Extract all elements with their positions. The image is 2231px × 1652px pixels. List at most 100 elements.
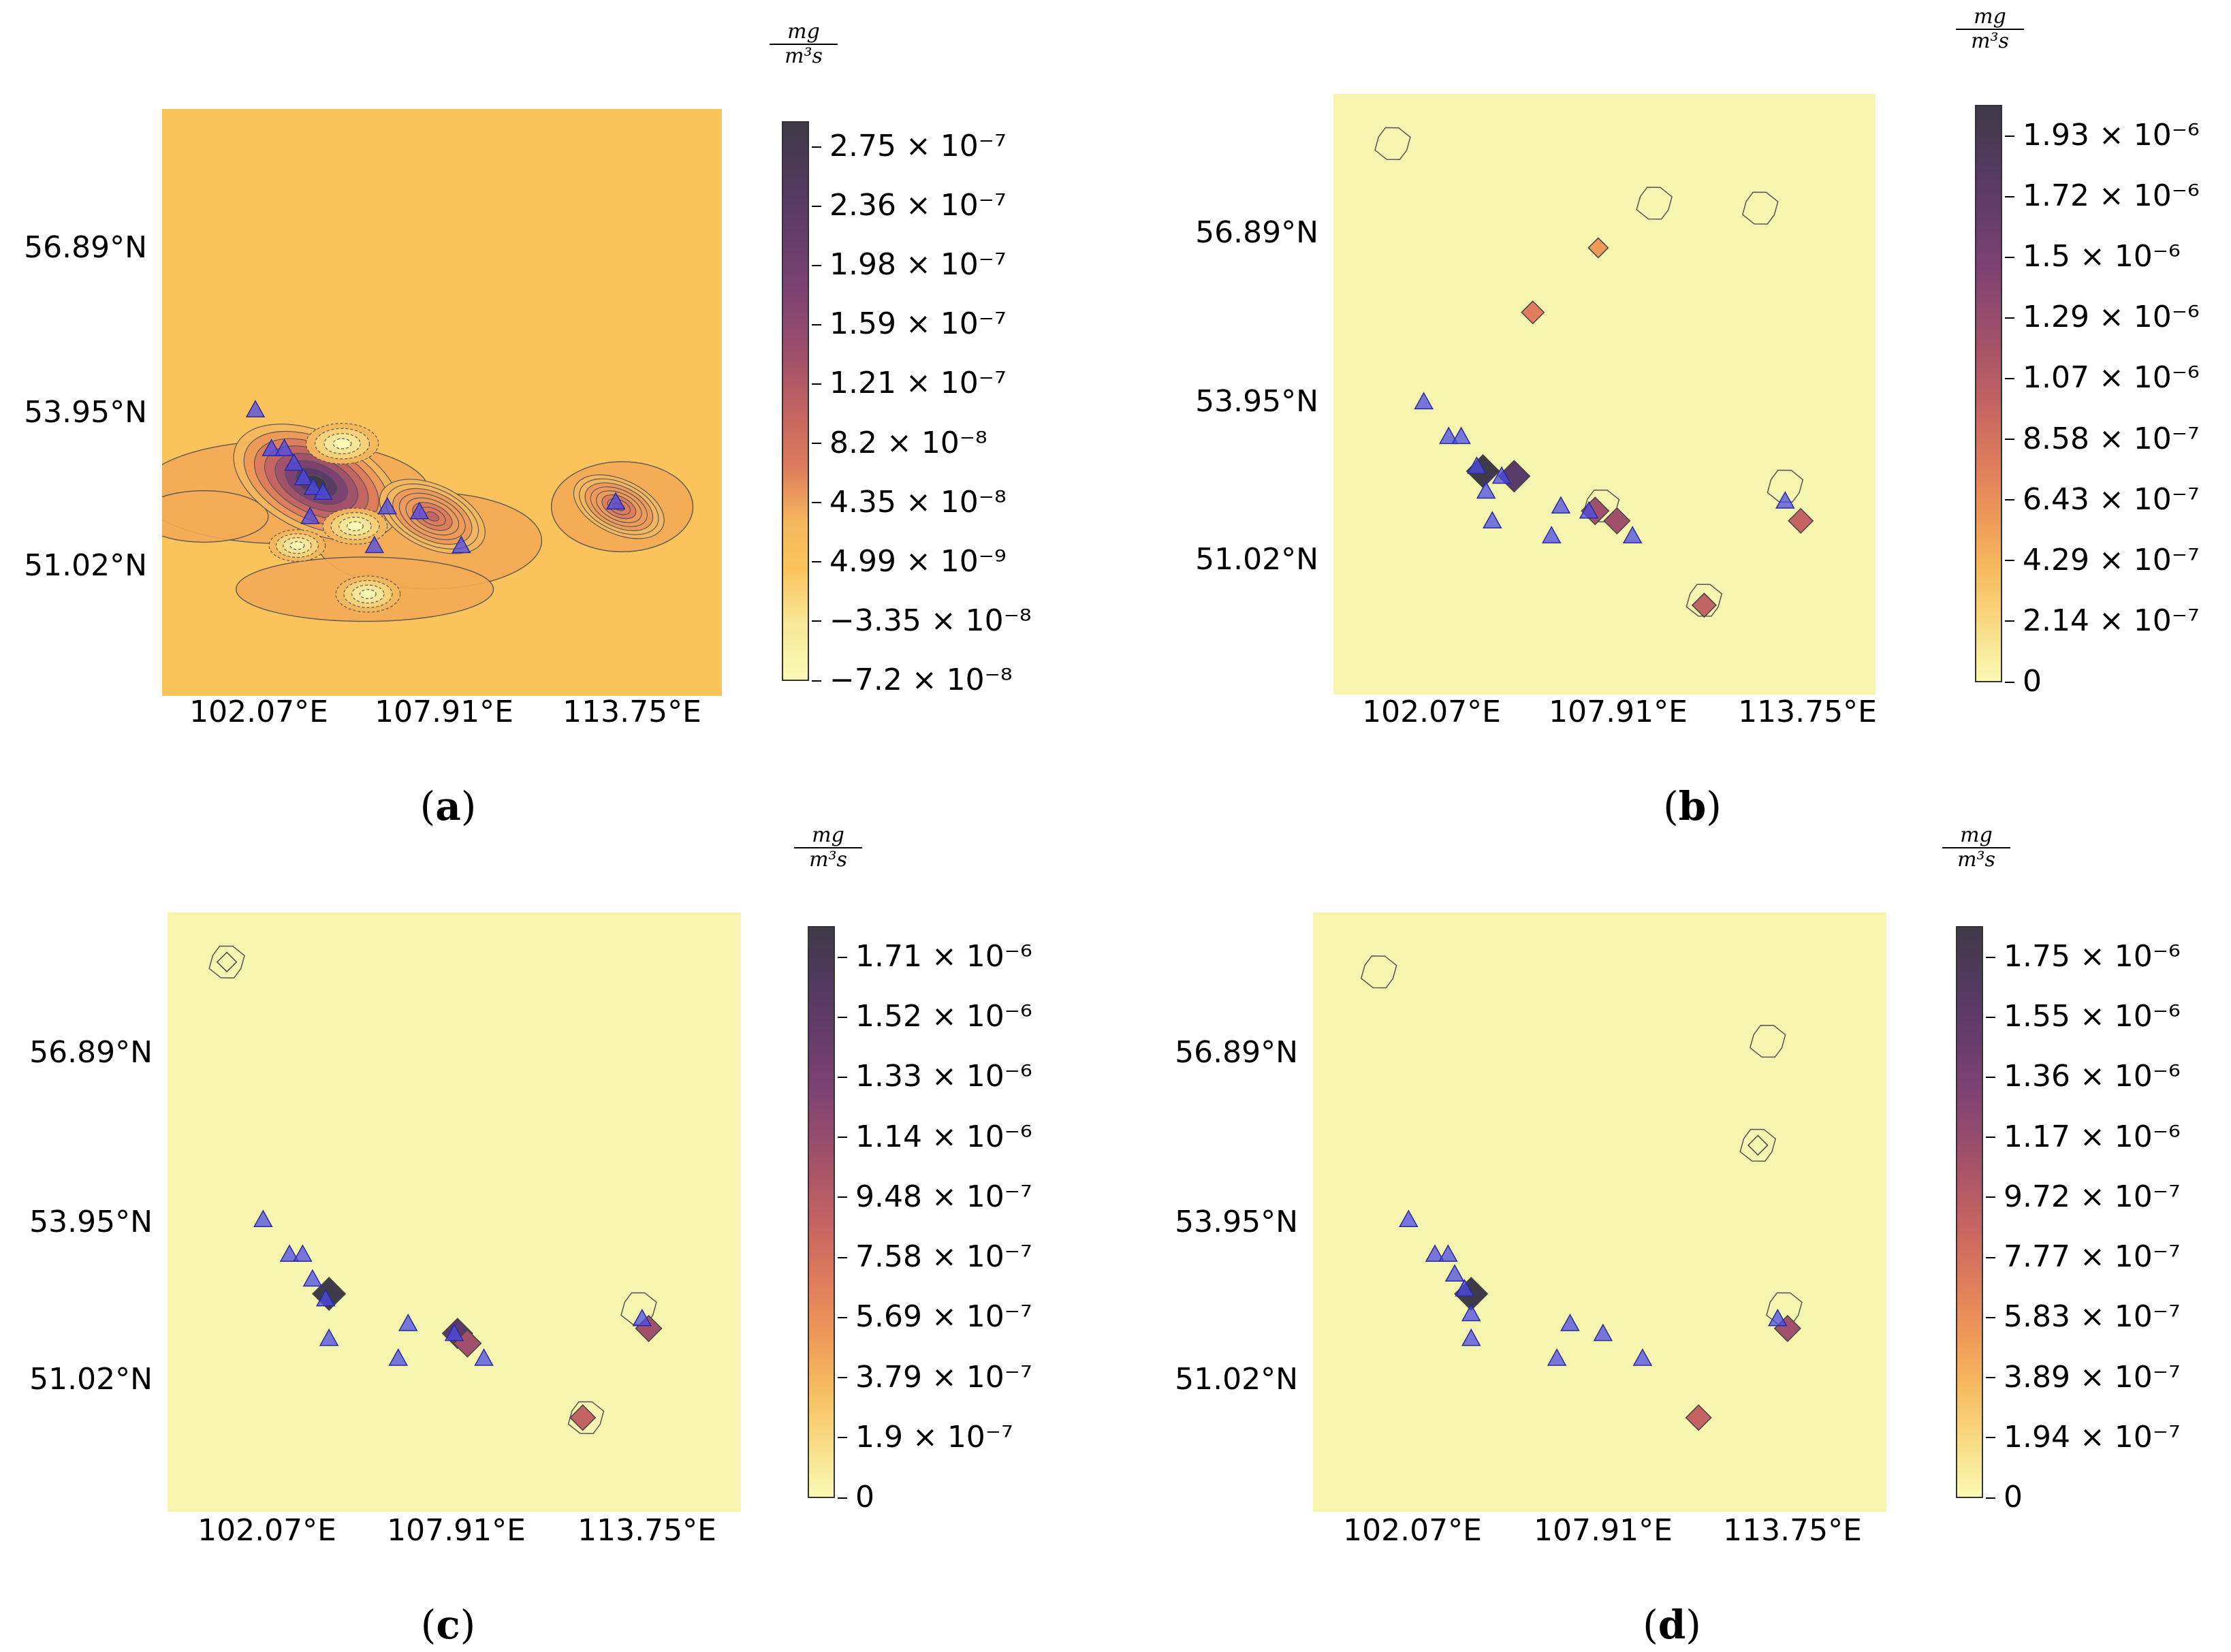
colorbar-tick-label: 0 <box>838 1480 874 1514</box>
colorbar-tick-label: 3.89 × 10⁻⁷ <box>1986 1359 2181 1395</box>
colorbar-tick-label: 1.17 × 10⁻⁶ <box>1986 1119 2181 1154</box>
lat-tick-label: 51.02°N <box>29 1362 153 1397</box>
station-marker <box>1768 1308 1788 1327</box>
emission-hotspot <box>1587 237 1609 259</box>
unit-denominator: m³s <box>785 44 823 68</box>
colorbar-tick-label: 1.07 × 10⁻⁶ <box>2005 360 2200 396</box>
station-marker <box>474 1348 494 1366</box>
lat-tick-label: 56.89°N <box>1195 215 1318 250</box>
panel-caption: (b) <box>1663 783 1722 829</box>
station-marker <box>1491 466 1512 484</box>
lon-tick-label: 113.75°E <box>1738 695 1877 729</box>
colorbar <box>1956 926 1983 1498</box>
panel-letter: c <box>436 1602 460 1648</box>
station-marker <box>377 496 397 515</box>
lat-tick-label: 51.02°N <box>24 548 147 583</box>
unit-numerator: mg <box>1942 824 2010 848</box>
colorbar-tick-label: 5.69 × 10⁻⁷ <box>838 1299 1032 1335</box>
contour-outline <box>1741 191 1779 225</box>
colorbar-tick-label: 9.48 × 10⁻⁷ <box>838 1179 1032 1214</box>
station-marker <box>293 1244 313 1262</box>
lon-tick-label: 102.07°E <box>197 1513 336 1548</box>
colorbar-tick-label: 1.33 × 10⁻⁶ <box>838 1059 1032 1094</box>
station-marker <box>1461 1303 1481 1322</box>
lat-tick-label: 56.89°N <box>29 1035 153 1070</box>
emission-hotspot <box>1685 1404 1712 1431</box>
cold-contour <box>289 541 305 550</box>
map-b <box>1333 94 1876 695</box>
colorbar-unit: mg m³s <box>794 824 862 872</box>
lat-tick-label: 53.95°N <box>1195 384 1318 419</box>
colorbar-tick-label: 1.98 × 10⁻⁷ <box>812 247 1007 283</box>
station-marker <box>1579 501 1599 519</box>
cold-contour <box>359 589 377 599</box>
colorbar-tick-label: 7.58 × 10⁻⁷ <box>838 1239 1032 1275</box>
station-marker <box>1547 1348 1567 1366</box>
colorbar-tick-label: 1.71 × 10⁻⁶ <box>838 939 1032 974</box>
station-marker <box>632 1308 652 1327</box>
emission-hotspot <box>1747 1134 1769 1156</box>
colorbar-unit: mg m³s <box>1956 5 2024 53</box>
station-marker <box>1451 426 1471 445</box>
lon-tick-label: 107.91°E <box>375 695 513 729</box>
colorbar-tick-label: 1.75 × 10⁻⁶ <box>1986 939 2181 974</box>
panel-caption: (d) <box>1643 1602 1701 1648</box>
colorbar-tick-label: 1.9 × 10⁻⁷ <box>838 1419 1013 1455</box>
colorbar-tick-label: 4.29 × 10⁻⁷ <box>2005 542 2200 577</box>
lon-tick-label: 107.91°E <box>387 1513 526 1548</box>
colorbar <box>1975 105 2002 682</box>
station-marker <box>1438 426 1459 445</box>
station-marker <box>1476 481 1496 499</box>
map-c <box>168 912 741 1512</box>
lat-tick-label: 56.89°N <box>1175 1035 1298 1070</box>
station-marker <box>1551 496 1571 514</box>
colorbar-tick-label: 1.59 × 10⁻⁷ <box>812 306 1007 342</box>
contour-outline <box>1360 955 1397 989</box>
emission-hotspot <box>1603 507 1631 535</box>
panel-letter: d <box>1658 1602 1686 1648</box>
emission-hotspot <box>1691 592 1717 618</box>
station-marker <box>452 535 471 554</box>
lat-tick-label: 51.02°N <box>1195 542 1318 577</box>
station-marker <box>1438 1244 1458 1262</box>
contour-outline <box>1374 127 1411 160</box>
colorbar-tick-label: 4.35 × 10⁻⁸ <box>812 484 1007 520</box>
colorbar <box>782 121 809 681</box>
colorbar-tick-label: 0 <box>1986 1480 2023 1514</box>
colorbar-tick-label: −3.35 × 10⁻⁸ <box>812 603 1032 638</box>
lon-tick-label: 102.07°E <box>1362 695 1501 729</box>
colorbar-tick-label: 5.83 × 10⁻⁷ <box>1986 1299 2181 1335</box>
contour-outline <box>1686 584 1723 617</box>
station-marker <box>1399 1209 1419 1228</box>
contour-outline <box>1636 187 1673 220</box>
colorbar-tick-label: 1.14 × 10⁻⁶ <box>838 1119 1032 1154</box>
station-marker <box>1425 1244 1445 1262</box>
contour-outline <box>567 1401 605 1434</box>
lon-tick-label: 102.07°E <box>189 695 328 729</box>
lat-tick-label: 53.95°N <box>1175 1205 1298 1239</box>
colorbar-tick-label: 3.79 × 10⁻⁷ <box>838 1359 1032 1395</box>
colorbar-tick-label: 1.72 × 10⁻⁶ <box>2005 178 2200 214</box>
lat-tick-label: 56.89°N <box>24 230 147 265</box>
station-marker <box>444 1323 464 1341</box>
unit-numerator: mg <box>1956 5 2024 30</box>
colorbar-unit: mg m³s <box>770 20 838 68</box>
colorbar-tick-label: 7.77 × 10⁻⁷ <box>1986 1239 2181 1275</box>
map-background <box>1333 94 1876 695</box>
cold-contour <box>347 521 364 531</box>
map-d <box>1313 912 1886 1512</box>
station-marker <box>274 439 294 456</box>
colorbar-tick-label: 1.5 × 10⁻⁶ <box>2005 239 2181 274</box>
station-marker <box>302 1269 323 1287</box>
station-marker <box>1622 526 1643 543</box>
station-marker <box>253 1209 273 1228</box>
lat-tick-label: 53.95°N <box>24 395 147 430</box>
contour-outline <box>208 945 245 979</box>
colorbar-tick-label: 2.75 × 10⁻⁷ <box>812 129 1007 163</box>
unit-denominator: m³s <box>809 848 847 872</box>
colorbar-tick-label: 1.93 × 10⁻⁶ <box>2005 118 2200 153</box>
colorbar-tick-label: 1.29 × 10⁻⁶ <box>2005 300 2200 335</box>
lat-tick-label: 51.02°N <box>1175 1362 1298 1397</box>
colorbar-tick-label: 4.99 × 10⁻⁹ <box>812 543 1007 579</box>
emission-hotspot <box>216 951 238 972</box>
